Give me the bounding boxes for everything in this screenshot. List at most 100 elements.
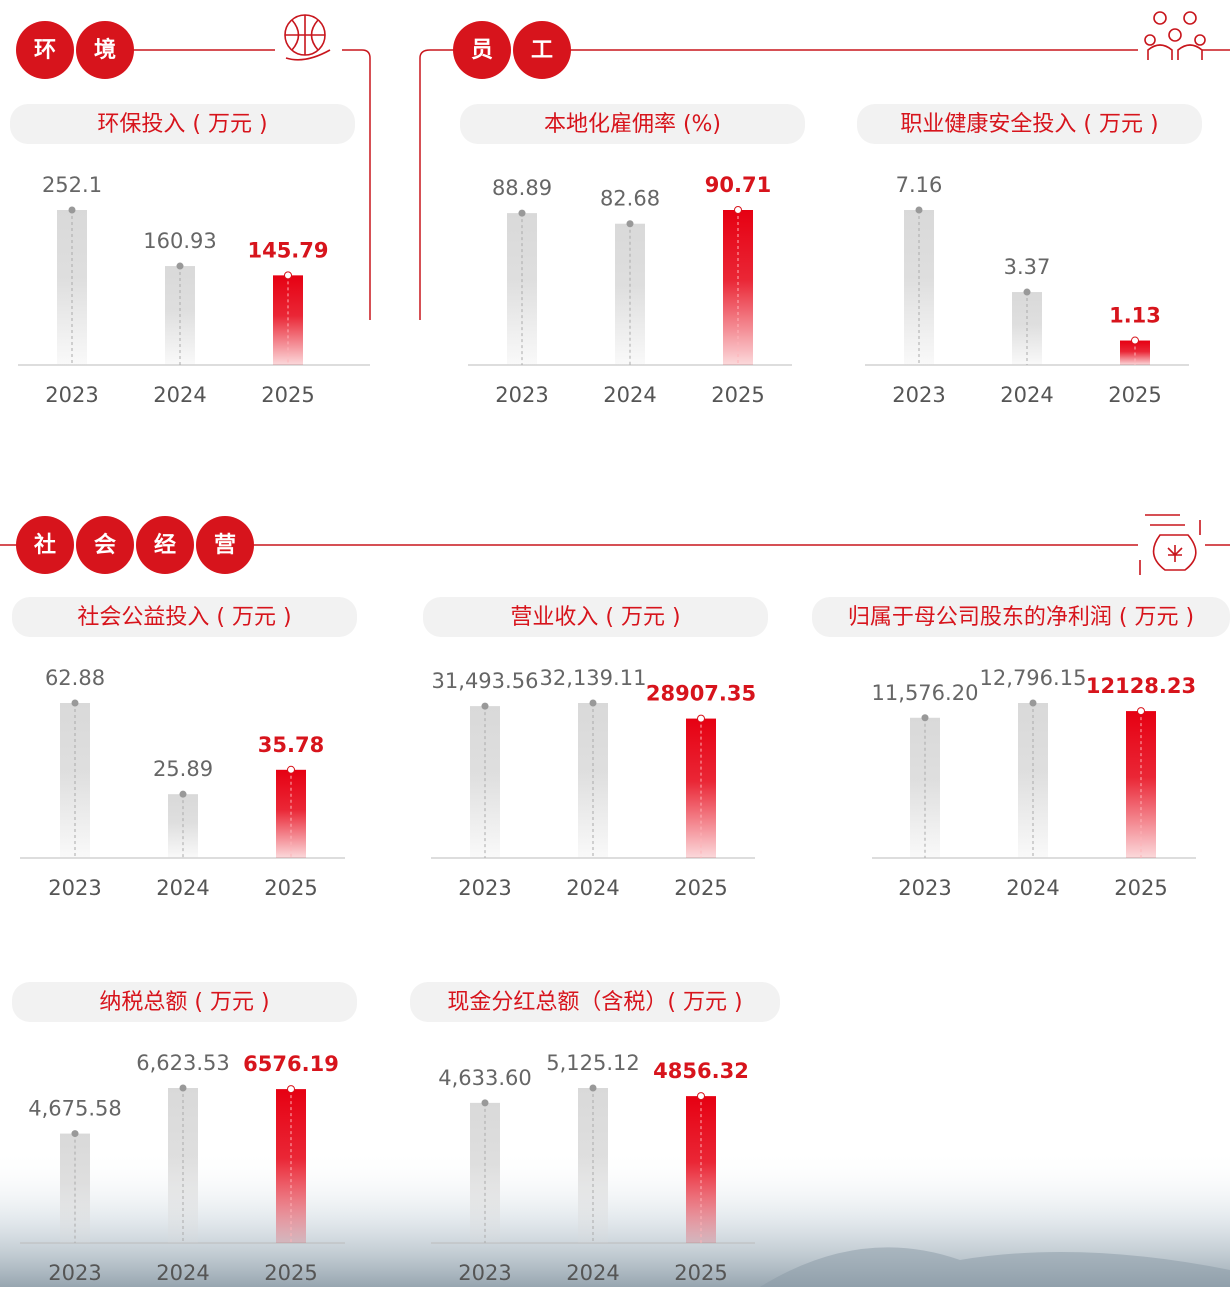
- bar-dot: [590, 1085, 597, 1092]
- bar-dot: [916, 207, 923, 214]
- bar-dot: [1138, 708, 1145, 715]
- x-tick-label: 2023: [898, 876, 951, 900]
- x-tick-label: 2025: [1114, 876, 1167, 900]
- x-tick-label: 2024: [566, 1261, 619, 1285]
- x-tick-label: 2024: [1006, 876, 1059, 900]
- chart-title: 环保投入 ( 万元 ): [97, 112, 267, 137]
- value-label: 4856.32: [653, 1059, 749, 1083]
- value-label: 12,796.15: [980, 666, 1087, 690]
- x-tick-label: 2025: [1108, 383, 1161, 407]
- bar-dot: [735, 207, 742, 214]
- bar-dot: [698, 715, 705, 722]
- bar-dot: [519, 210, 526, 217]
- bar: [276, 1089, 306, 1243]
- value-label: 82.68: [600, 187, 660, 211]
- x-tick-label: 2023: [495, 383, 548, 407]
- bar: [470, 706, 500, 858]
- bar-dot: [72, 1130, 79, 1137]
- bar: [578, 703, 608, 858]
- header-char: 环: [34, 38, 56, 63]
- chart-title: 本地化雇佣率 (%): [544, 112, 721, 137]
- infographic: 环 境 员 工社 会 经 营 环保投入 ( 万元 ) 252.1 2023 160.93 2024 14…: [0, 0, 1230, 1287]
- value-label: 252.1: [42, 173, 102, 197]
- bar-dot: [288, 1086, 295, 1093]
- x-tick-label: 2023: [48, 1261, 101, 1285]
- bar: [1018, 703, 1048, 858]
- header-char: 工: [531, 38, 553, 63]
- x-tick-label: 2023: [48, 876, 101, 900]
- value-label: 7.16: [896, 173, 943, 197]
- value-label: 160.93: [143, 229, 216, 253]
- value-label: 25.89: [153, 757, 213, 781]
- x-tick-label: 2024: [566, 876, 619, 900]
- bar-dot: [627, 220, 634, 227]
- value-label: 1.13: [1109, 304, 1161, 328]
- value-label: 12128.23: [1086, 674, 1196, 698]
- x-tick-label: 2024: [1000, 383, 1053, 407]
- value-label: 145.79: [247, 238, 328, 262]
- value-label: 35.78: [258, 733, 324, 757]
- chart-title: 营业收入 ( 万元 ): [510, 605, 680, 630]
- bar: [904, 210, 934, 365]
- bar-dot: [482, 1099, 489, 1106]
- chart-title: 现金分红总额（含税）( 万元 ): [447, 990, 742, 1015]
- x-tick-label: 2023: [458, 1261, 511, 1285]
- value-label: 3.37: [1004, 255, 1051, 279]
- chart-title: 归属于母公司股东的净利润 ( 万元 ): [848, 605, 1194, 630]
- bar: [578, 1088, 608, 1243]
- x-tick-label: 2023: [892, 383, 945, 407]
- bar-dot: [1030, 700, 1037, 707]
- header-char: 员: [471, 38, 493, 63]
- value-label: 88.89: [492, 176, 552, 200]
- x-tick-label: 2024: [156, 1261, 209, 1285]
- bar-dot: [698, 1093, 705, 1100]
- bar-dot: [590, 700, 597, 707]
- value-label: 31,493.56: [432, 669, 539, 693]
- value-label: 32,139.11: [540, 666, 647, 690]
- value-label: 5,125.12: [546, 1051, 640, 1075]
- bar: [910, 718, 940, 858]
- value-label: 6,623.53: [136, 1051, 230, 1075]
- value-label: 62.88: [45, 666, 105, 690]
- bar-dot: [180, 791, 187, 798]
- chart-title: 社会公益投入 ( 万元 ): [77, 605, 291, 630]
- value-label: 4,633.60: [438, 1066, 532, 1090]
- bar: [470, 1103, 500, 1243]
- bar-dot: [922, 714, 929, 721]
- header-char: 经: [154, 532, 176, 558]
- x-tick-label: 2024: [153, 383, 206, 407]
- bar-dot: [1024, 289, 1031, 296]
- bar: [507, 213, 537, 365]
- bar-dot: [72, 700, 79, 707]
- value-label: 28907.35: [646, 682, 756, 706]
- header-char: 社: [34, 532, 56, 558]
- chart-title: 纳税总额 ( 万元 ): [99, 990, 269, 1015]
- x-tick-label: 2023: [45, 383, 98, 407]
- bar-dot: [482, 703, 489, 710]
- chart-title: 职业健康安全投入 ( 万元 ): [900, 112, 1158, 137]
- bar-dot: [180, 1085, 187, 1092]
- header-char: 会: [94, 532, 116, 558]
- x-tick-label: 2025: [261, 383, 314, 407]
- x-tick-label: 2023: [458, 876, 511, 900]
- value-label: 11,576.20: [872, 681, 979, 705]
- bar-dot: [1132, 337, 1139, 344]
- x-tick-label: 2025: [264, 876, 317, 900]
- x-tick-label: 2024: [603, 383, 656, 407]
- bar: [723, 210, 753, 365]
- value-label: 4,675.58: [28, 1097, 122, 1121]
- x-tick-label: 2025: [674, 876, 727, 900]
- value-label: 90.71: [705, 173, 771, 197]
- header-char: 营: [214, 533, 236, 558]
- x-tick-label: 2025: [264, 1261, 317, 1285]
- bar: [168, 1088, 198, 1243]
- bar: [60, 703, 90, 858]
- value-label: 6576.19: [243, 1052, 339, 1076]
- bar-dot: [177, 263, 184, 270]
- x-tick-label: 2025: [711, 383, 764, 407]
- header-char: 境: [94, 37, 116, 63]
- bar: [57, 210, 87, 365]
- bar-dot: [288, 766, 295, 773]
- bar-dot: [69, 207, 76, 214]
- x-tick-label: 2025: [674, 1261, 727, 1285]
